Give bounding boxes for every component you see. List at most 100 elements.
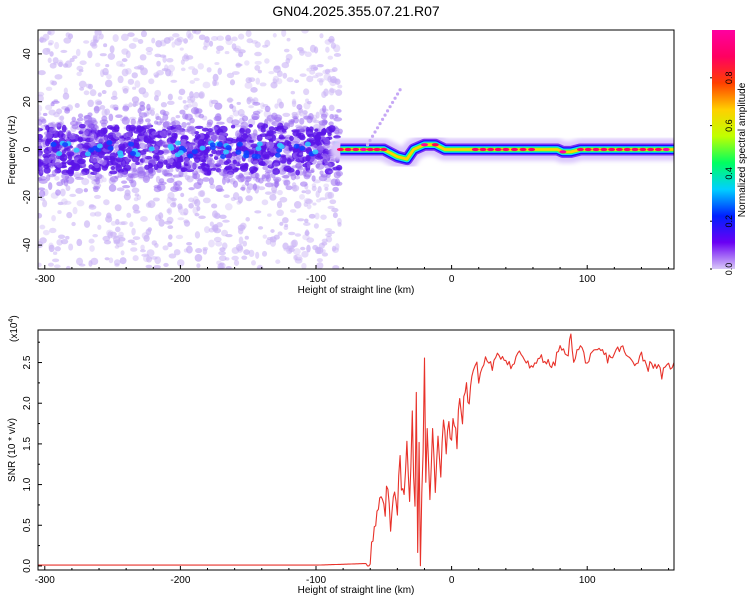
noise-blob bbox=[290, 90, 296, 95]
noise-blob bbox=[327, 75, 332, 83]
noise-blob bbox=[331, 245, 337, 252]
noise-blob bbox=[307, 133, 315, 138]
ridge-core bbox=[502, 147, 510, 152]
noise-blob bbox=[109, 104, 116, 109]
noise-blob bbox=[289, 209, 297, 213]
noise-blob bbox=[58, 61, 63, 68]
ridge-core bbox=[623, 147, 631, 152]
noise-blob bbox=[186, 122, 191, 126]
colorbar-tick-label: 0.8 bbox=[724, 72, 734, 85]
noise-blob bbox=[202, 248, 208, 255]
noise-blob bbox=[167, 242, 173, 248]
noise-blob bbox=[87, 50, 93, 59]
ridge-core bbox=[662, 147, 670, 152]
noise-blob bbox=[188, 197, 195, 203]
noise-blob bbox=[94, 30, 102, 36]
noise-blob bbox=[90, 154, 100, 163]
noise-blob bbox=[153, 163, 159, 171]
noise-blob bbox=[178, 88, 186, 96]
noise-blob bbox=[236, 132, 242, 138]
noise-blob bbox=[259, 82, 267, 87]
noise-blob bbox=[120, 171, 129, 178]
noise-blob bbox=[296, 104, 303, 110]
noise-blob bbox=[122, 88, 129, 94]
noise-blob bbox=[191, 199, 198, 205]
noise-blob bbox=[38, 94, 44, 103]
noise-blob bbox=[188, 203, 194, 209]
noise-blob bbox=[208, 177, 215, 186]
noise-blob bbox=[63, 178, 69, 187]
noise-blob bbox=[38, 133, 43, 140]
noise-blob bbox=[134, 193, 140, 197]
noise-blob bbox=[249, 133, 259, 138]
noise-blob bbox=[312, 66, 319, 71]
noise-blob bbox=[76, 199, 85, 207]
faint-branch bbox=[365, 88, 402, 147]
noise-blob bbox=[261, 174, 266, 180]
noise-blob bbox=[39, 37, 47, 43]
noise-blob bbox=[104, 257, 110, 261]
faint-branch-dot bbox=[383, 113, 387, 117]
noise-blob bbox=[71, 161, 77, 169]
noise-blob bbox=[272, 33, 277, 38]
noise-blob bbox=[128, 102, 133, 108]
noise-blob bbox=[83, 90, 90, 96]
noise-blob bbox=[162, 113, 169, 121]
y-tick-label: 20 bbox=[22, 96, 33, 108]
noise-blob bbox=[181, 121, 187, 128]
noise-blob bbox=[254, 41, 261, 48]
noise-core-blob bbox=[148, 146, 155, 152]
noise-blob bbox=[235, 243, 244, 252]
noise-blob bbox=[276, 98, 282, 106]
noise-blob bbox=[47, 57, 52, 64]
noise-blob bbox=[219, 262, 225, 266]
noise-blob bbox=[225, 158, 232, 164]
noise-blob bbox=[319, 33, 324, 39]
noise-blob bbox=[329, 79, 337, 87]
noise-blob bbox=[292, 115, 298, 120]
noise-blob bbox=[159, 130, 169, 138]
noise-blob bbox=[303, 174, 311, 180]
noise-blob bbox=[53, 264, 61, 269]
noise-blob bbox=[232, 159, 237, 165]
noise-core-blob bbox=[191, 149, 198, 155]
noise-blob bbox=[51, 169, 57, 177]
noise-blob bbox=[49, 227, 57, 234]
noise-blob bbox=[316, 145, 326, 151]
noise-blob bbox=[79, 86, 85, 91]
noise-blob bbox=[282, 242, 289, 250]
noise-blob bbox=[153, 186, 162, 193]
noise-blob bbox=[302, 110, 308, 115]
noise-blob bbox=[278, 136, 286, 140]
noise-blob bbox=[261, 199, 269, 206]
faint-branch-dot bbox=[393, 96, 397, 100]
x-tick-label: -200 bbox=[170, 274, 190, 285]
noise-blob bbox=[334, 114, 339, 118]
snr-multiplier: (x104) bbox=[8, 315, 20, 342]
colorbar-tick-label: 0.6 bbox=[724, 119, 734, 132]
ridge-core bbox=[631, 147, 639, 152]
noise-blob bbox=[153, 145, 159, 154]
noise-blob bbox=[186, 30, 192, 39]
noise-blob bbox=[229, 103, 234, 109]
noise-blob bbox=[286, 158, 292, 165]
noise-blob bbox=[197, 190, 205, 197]
noise-blob bbox=[138, 118, 144, 125]
noise-blob bbox=[313, 223, 319, 229]
y-tick-label: 1.0 bbox=[22, 477, 33, 491]
noise-core-blob bbox=[243, 153, 250, 159]
noise-blob bbox=[192, 195, 199, 204]
noise-blob bbox=[152, 197, 160, 202]
x-tick-label: -200 bbox=[170, 575, 190, 586]
noise-blob bbox=[227, 172, 234, 179]
noise-blob bbox=[43, 164, 50, 169]
noise-blob bbox=[146, 143, 151, 148]
noise-blob bbox=[61, 198, 68, 206]
noise-blob bbox=[328, 125, 336, 133]
noise-blob bbox=[313, 120, 320, 124]
noise-blob bbox=[306, 203, 312, 210]
noise-core-blob bbox=[256, 141, 263, 147]
ridge-core bbox=[344, 147, 352, 152]
noise-blob bbox=[47, 262, 54, 267]
noise-blob bbox=[110, 95, 118, 101]
